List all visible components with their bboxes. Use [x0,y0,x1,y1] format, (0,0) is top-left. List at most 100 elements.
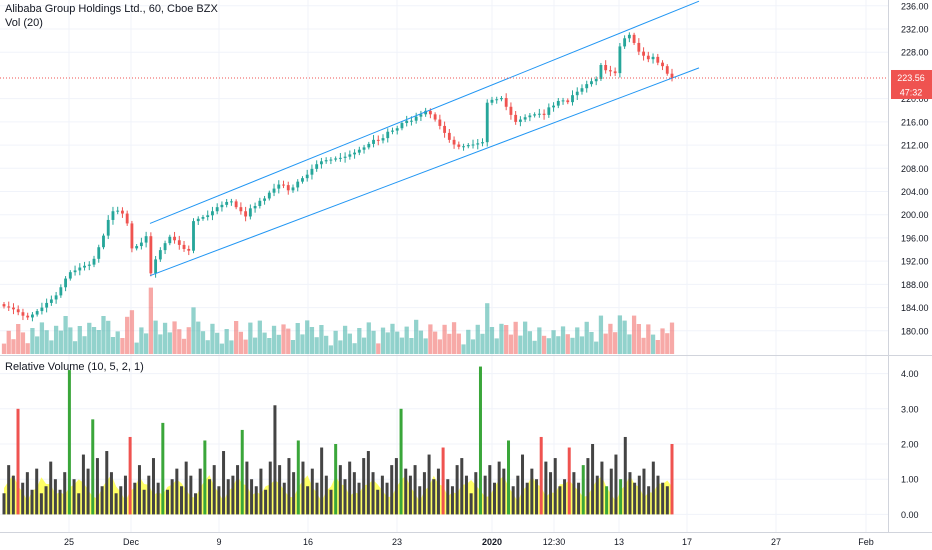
candle-body [211,211,214,216]
candle-body [149,236,153,274]
volume-bar [404,326,409,354]
rv-bar [591,444,595,515]
volume-bar [432,331,438,354]
candle-body [571,95,574,103]
volume-bar [395,331,400,354]
candle-body [400,123,404,129]
candle-body [97,247,101,259]
rv-bar [553,458,557,515]
rv-bar [352,472,356,515]
rv-bar [633,482,637,515]
time-axis-label: 2020 [482,537,502,547]
volume-bar [333,330,338,354]
candle-body [471,144,475,146]
rv-bar [572,472,576,515]
time-axis-label: 13 [614,537,624,547]
volume-bar [461,344,466,354]
price-axis-label: 204.00 [901,187,929,197]
rv-bar [511,486,515,515]
rv-bar [2,493,6,515]
volume-bar [504,325,509,354]
volume-bar [319,325,324,354]
volume-bar [276,334,281,354]
volume-bar [537,327,542,354]
rv-bar [656,475,660,515]
candle-body [144,236,148,243]
time-axis-label: 16 [303,537,313,547]
volume-bar [129,310,135,354]
rv-bar [296,440,300,515]
candle-body [391,130,394,132]
channel-lower-line [149,67,700,277]
rv-bar [250,479,254,515]
volume-bar [262,332,267,354]
rv-bar [408,475,412,515]
candle-body [414,116,418,121]
candle-body [646,55,650,60]
rv-bar [81,454,85,515]
time-axis-label: 12:30 [543,537,566,547]
rv-bar [142,489,146,515]
candle-body [253,206,257,209]
rv-bar [35,468,39,515]
candle-body [642,51,645,56]
rv-bar [77,493,81,515]
rv-bar [324,475,328,515]
volume-bar [451,322,457,354]
rv-bar [605,486,609,515]
candle-body [419,114,423,117]
volume-bar [466,329,471,354]
volume-bar [63,316,68,354]
relative-volume-label[interactable]: Relative Volume (10, 5, 2, 1) [5,361,144,373]
volume-bar [603,333,608,354]
volume-bar [6,330,11,354]
rv-bar [502,468,506,515]
price-axis-label: 228.00 [901,48,929,58]
rv-bar [114,493,118,515]
volume-bar [44,330,49,354]
rv-bar [208,479,212,515]
candle-body [357,149,361,153]
candle-body [125,213,129,224]
candle-body [49,299,53,303]
volume-bar [489,327,495,354]
rv-bar [128,436,132,515]
volume-bar [399,337,405,354]
rv-bar [376,489,380,515]
volume-bar [219,343,225,354]
volume-indicator-label[interactable]: Vol (20) [5,17,43,29]
rv-bar [343,479,347,515]
rv-bar [455,465,459,515]
candle-body [500,98,503,100]
candle-body [234,201,238,208]
candle-body [670,73,674,78]
rv-bar [418,486,422,515]
candle-body [277,184,281,189]
rv-bar [628,472,632,515]
volume-bar [385,332,390,354]
volume-bar [546,338,551,354]
volume-bar [470,339,476,354]
rv-bar [16,408,20,515]
rv-bar [530,468,534,515]
volume-bar [598,315,604,354]
rv-bar [595,475,599,515]
chart-title: Alibaba Group Holdings Ltd., 60, Cboe BZ… [5,3,218,15]
candle-body [111,211,115,220]
volume-bar [447,333,452,354]
volume-bar [560,326,566,354]
price-axis-label: 180.00 [901,326,929,336]
rv-bar [670,444,674,515]
volume-bar [53,325,59,354]
rv-bar [301,461,305,515]
time-axis-label: 27 [771,537,781,547]
volume-bar [584,321,589,354]
rv-bar [366,451,370,515]
volume-bar [660,328,665,354]
volume-bar [115,331,120,354]
candle-body [386,131,390,139]
volume-bar [655,340,660,354]
volume-bar [96,330,101,354]
rv-bar [268,461,272,515]
